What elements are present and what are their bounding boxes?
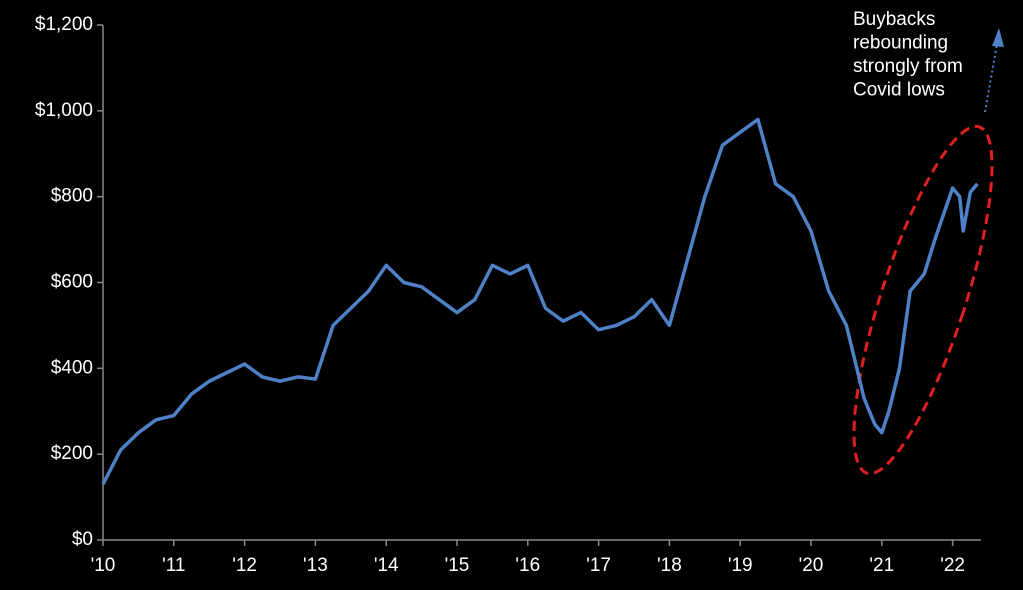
- x-tick-label: '18: [657, 555, 682, 576]
- x-tick-label: '15: [445, 555, 470, 576]
- y-tick-label: $600: [51, 272, 93, 293]
- data-line: [101, 117, 979, 486]
- annotation-line: Buybacks: [853, 9, 935, 30]
- highlight-ellipse: [852, 124, 994, 476]
- arrow-head: [992, 28, 1004, 47]
- y-tick-label: $400: [51, 357, 93, 378]
- x-tick-label: '11: [162, 555, 185, 576]
- y-tick-label: $200: [51, 443, 93, 464]
- y-tick-label: $0: [72, 529, 93, 550]
- x-tick-label: '16: [515, 555, 540, 576]
- annotation-line: Covid lows: [853, 80, 945, 101]
- x-tick-label: '20: [799, 555, 824, 576]
- x-tick-label: '10: [91, 555, 116, 576]
- y-tick-label: $800: [51, 186, 93, 207]
- y-tick-label: $1,200: [35, 14, 93, 35]
- annotation-line: strongly from: [853, 56, 963, 77]
- x-tick-label: '22: [940, 555, 965, 576]
- x-tick-label: '12: [232, 555, 257, 576]
- y-tick-label: $1,000: [35, 100, 93, 121]
- annotation-line: rebounding: [853, 33, 948, 54]
- x-tick-label: '17: [586, 555, 611, 576]
- x-tick-label: '19: [728, 555, 753, 576]
- x-tick-label: '21: [869, 555, 894, 576]
- arrow-line: [984, 43, 998, 113]
- x-tick-label: '13: [303, 555, 328, 576]
- x-tick-label: '14: [374, 555, 399, 576]
